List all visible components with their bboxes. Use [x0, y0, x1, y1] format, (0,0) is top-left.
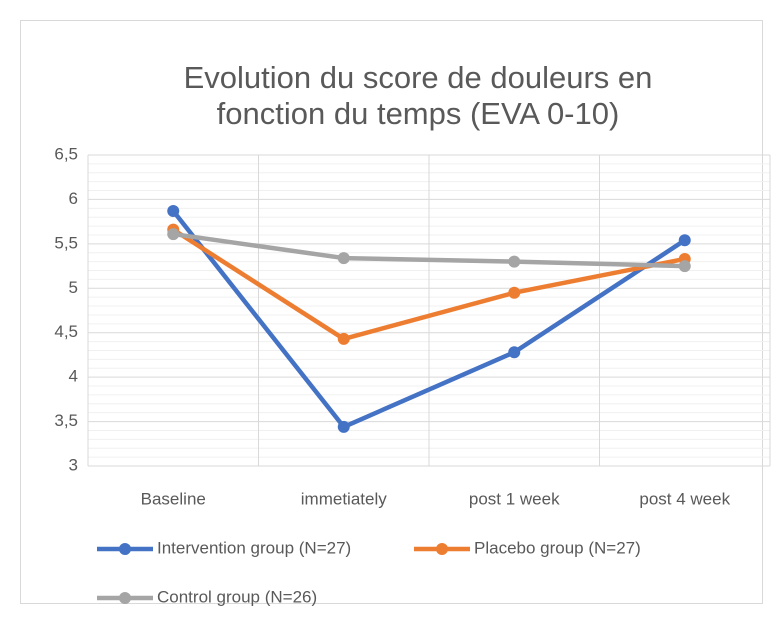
- point: [337, 252, 350, 265]
- y-tick-label: 6,5: [54, 144, 78, 163]
- point: [508, 346, 521, 359]
- y-tick-label: 5,5: [54, 233, 78, 252]
- point: [167, 228, 180, 241]
- chart-border: [20, 20, 763, 604]
- point: [337, 332, 350, 345]
- x-tick-label: post 4 week: [639, 489, 730, 508]
- point: [678, 234, 691, 247]
- y-tick-label: 4: [69, 367, 78, 386]
- series-line: [171, 209, 686, 430]
- y-tick-label: 6: [69, 189, 78, 208]
- legend-marker: [119, 592, 131, 604]
- point: [678, 260, 691, 273]
- legend-label: Control group (N=26): [157, 587, 317, 606]
- y-tick-label: 3: [69, 455, 78, 474]
- point: [508, 286, 521, 299]
- legend-marker: [436, 543, 448, 555]
- y-tick-label: 5: [69, 278, 78, 297]
- series-line: [172, 227, 686, 342]
- y-tick-label: 4,5: [54, 322, 78, 341]
- legend-marker: [119, 543, 131, 555]
- point: [337, 420, 350, 433]
- chart-title: Evolution du score de douleurs en: [184, 60, 653, 95]
- point: [508, 255, 521, 268]
- point: [167, 204, 180, 217]
- chart-title: fonction du temps (EVA 0-10): [217, 96, 620, 131]
- x-tick-label: post 1 week: [469, 489, 560, 508]
- y-tick-label: 3,5: [54, 411, 78, 430]
- series-line: [172, 231, 685, 269]
- legend-label: Placebo group (N=27): [474, 538, 641, 557]
- legend-label: Intervention group (N=27): [157, 538, 351, 557]
- x-tick-label: immetiately: [301, 489, 387, 508]
- x-tick-label: Baseline: [141, 489, 206, 508]
